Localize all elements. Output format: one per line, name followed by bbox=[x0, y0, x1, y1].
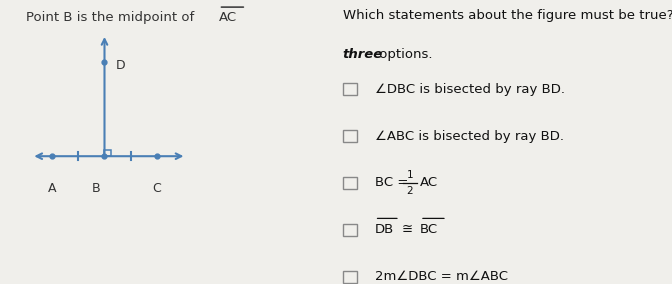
Text: BC: BC bbox=[420, 223, 438, 236]
Text: options.: options. bbox=[375, 48, 432, 61]
Text: ∠ABC is bisected by ray BD.: ∠ABC is bisected by ray BD. bbox=[375, 130, 564, 143]
Text: D: D bbox=[116, 59, 126, 72]
Text: ∠DBC is bisected by ray BD.: ∠DBC is bisected by ray BD. bbox=[375, 83, 564, 96]
Text: Which statements about the figure must be true? Select: Which statements about the figure must b… bbox=[343, 9, 672, 22]
Text: B: B bbox=[91, 182, 100, 195]
Text: three: three bbox=[343, 48, 383, 61]
Text: 2: 2 bbox=[407, 186, 413, 196]
Text: A: A bbox=[48, 182, 56, 195]
Text: DB: DB bbox=[375, 223, 394, 236]
Text: Point B is the midpoint of: Point B is the midpoint of bbox=[26, 11, 198, 24]
Text: C: C bbox=[153, 182, 161, 195]
Text: 2m∠DBC = m∠ABC: 2m∠DBC = m∠ABC bbox=[375, 270, 507, 283]
Text: AC: AC bbox=[218, 11, 237, 24]
Text: BC =: BC = bbox=[375, 176, 412, 189]
Text: AC: AC bbox=[420, 176, 438, 189]
Text: 1: 1 bbox=[407, 170, 413, 180]
Text: ≅: ≅ bbox=[401, 223, 413, 236]
